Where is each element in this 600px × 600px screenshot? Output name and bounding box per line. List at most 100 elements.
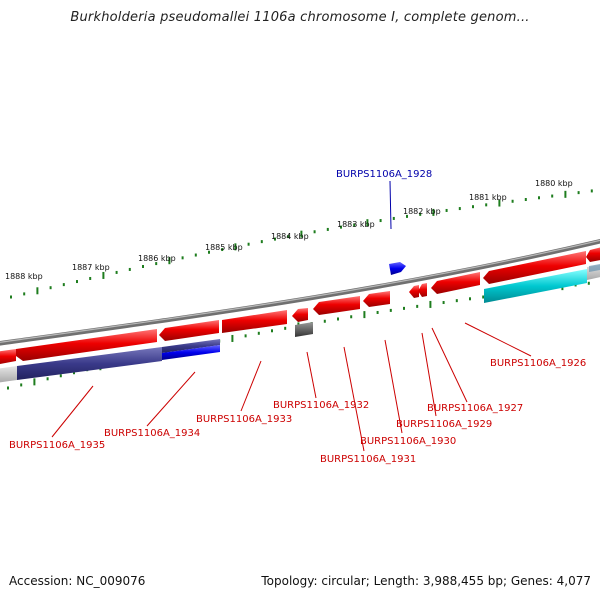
ruler-minor-tick [442, 301, 445, 305]
ruler-minor-tick [472, 205, 474, 209]
ruler-minor-tick [76, 280, 78, 284]
ruler-minor-tick [73, 371, 75, 375]
gene-bar-navy[interactable] [17, 347, 162, 380]
ruler-minor-tick [287, 235, 290, 239]
gene-arrow[interactable] [409, 285, 419, 298]
gene-arrow[interactable] [292, 308, 308, 322]
gene-arrow[interactable] [222, 310, 287, 333]
ruler-minor-tick [392, 216, 395, 220]
map-title: Burkholderia pseudomallei 1106a chromoso… [70, 10, 530, 25]
gene-arrow[interactable] [586, 246, 600, 262]
ruler-label: 1884 kbp [271, 232, 309, 241]
gene-bar-cyan[interactable] [484, 269, 587, 303]
reverse-strand-track [0, 263, 600, 383]
ruler-minor-tick [208, 250, 210, 254]
ruler-minor-tick [313, 230, 316, 234]
ruler-minor-tick [271, 329, 273, 333]
gene-label[interactable]: BURPS1106A_1935 [9, 440, 105, 451]
ruler-minor-tick [326, 227, 329, 231]
ruler-minor-tick [142, 264, 144, 268]
gene-burps1106a-1928[interactable] [389, 262, 406, 275]
ruler-minor-tick [403, 306, 405, 310]
forward-strand-genes [0, 246, 600, 365]
ruler-minor-tick [7, 386, 9, 390]
outer-ruler-minor-ticks [10, 189, 593, 299]
ruler-minor-tick [482, 295, 485, 299]
ruler-minor-tick [587, 281, 590, 285]
gene-label[interactable]: BURPS1106A_1926 [490, 358, 586, 369]
ruler-minor-tick [115, 270, 118, 274]
ruler-minor-tick [284, 326, 287, 330]
ruler-minor-tick [337, 317, 339, 321]
ruler-minor-tick [194, 253, 197, 257]
ruler-minor-tick [244, 334, 247, 338]
ruler-label: 1885 kbp [205, 243, 243, 252]
ruler-minor-tick [458, 207, 461, 211]
ruler-minor-tick [155, 262, 158, 266]
gene-label[interactable]: BURPS1106A_1932 [273, 400, 369, 411]
gene-arrow[interactable] [313, 296, 360, 315]
ruler-minor-tick [128, 267, 131, 271]
gene-bar-navy[interactable] [162, 339, 220, 353]
ruler-minor-tick [46, 377, 49, 381]
outer-ruler: 1888 kbp 1887 kbp 1886 kbp 1885 kbp 1884… [5, 179, 593, 299]
ruler-label: 1881 kbp [469, 193, 507, 202]
gene-arrow[interactable] [431, 272, 480, 294]
ruler-minor-tick [419, 212, 422, 216]
ruler-minor-tick [257, 331, 260, 335]
ruler-minor-tick [260, 240, 263, 244]
gene-label-selected[interactable]: BURPS1106A_1928 [336, 169, 432, 180]
ruler-minor-tick [524, 198, 527, 202]
ruler-minor-tick [89, 276, 92, 280]
ruler-label: 1883 kbp [337, 220, 375, 229]
gene-bar-blue[interactable] [162, 345, 220, 360]
ruler-label: 1888 kbp [5, 272, 43, 281]
ruler-minor-tick [416, 304, 419, 308]
gene-arrow[interactable] [418, 283, 427, 297]
gene-label[interactable]: BURPS1106A_1927 [427, 403, 523, 414]
ruler-minor-tick [20, 383, 23, 387]
outer-ruler-labels: 1888 kbp 1887 kbp 1886 kbp 1885 kbp 1884… [5, 179, 573, 281]
gene-bar-light[interactable] [0, 366, 17, 383]
ruler-minor-tick [511, 199, 514, 203]
ruler-minor-tick [10, 295, 12, 299]
gene-arrow[interactable] [483, 251, 586, 284]
ruler-minor-tick [247, 242, 250, 246]
gene-arrow[interactable] [159, 320, 219, 341]
genome-summary-text: Topology: circular; Length: 3,988,455 bp… [261, 574, 591, 588]
ruler-minor-tick [485, 203, 488, 207]
ruler-minor-tick [376, 310, 379, 314]
ruler-minor-tick [406, 214, 408, 218]
gene-labels: BURPS1106A_1928 BURPS1106A_1926 BURPS110… [9, 169, 586, 465]
accession-text: Accession: NC_009076 [9, 574, 146, 588]
gene-label[interactable]: BURPS1106A_1934 [104, 428, 200, 439]
ruler-minor-tick [551, 194, 554, 198]
ruler-minor-tick [323, 319, 326, 323]
gene-label[interactable]: BURPS1106A_1929 [396, 419, 492, 430]
gene-arrow[interactable] [363, 291, 390, 307]
ruler-label: 1886 kbp [138, 254, 176, 263]
ruler-minor-tick [59, 374, 62, 378]
ruler-minor-tick [23, 292, 26, 296]
gene-arrow[interactable] [0, 349, 16, 365]
ruler-minor-tick [455, 299, 458, 303]
gene-arrow[interactable] [16, 329, 157, 361]
ruler-minor-tick [181, 256, 184, 260]
genome-backbone [0, 239, 600, 346]
gene-label[interactable]: BURPS1106A_1931 [320, 454, 416, 465]
gene-label[interactable]: BURPS1106A_1930 [360, 436, 456, 447]
gene-label-leaders [51, 180, 532, 452]
ruler-minor-tick [49, 286, 52, 290]
ruler-minor-tick [577, 191, 580, 195]
gene-label[interactable]: BURPS1106A_1933 [196, 414, 292, 425]
ruler-minor-tick [62, 283, 65, 287]
ruler-minor-tick [379, 219, 382, 223]
ruler-label: 1880 kbp [535, 179, 573, 188]
ruler-minor-tick [350, 315, 353, 319]
ruler-label: 1882 kbp [403, 207, 441, 216]
ruler-minor-tick [445, 208, 448, 212]
ruler-minor-tick [353, 223, 356, 227]
gene-gray[interactable] [295, 322, 313, 337]
ruler-minor-tick [389, 308, 392, 312]
